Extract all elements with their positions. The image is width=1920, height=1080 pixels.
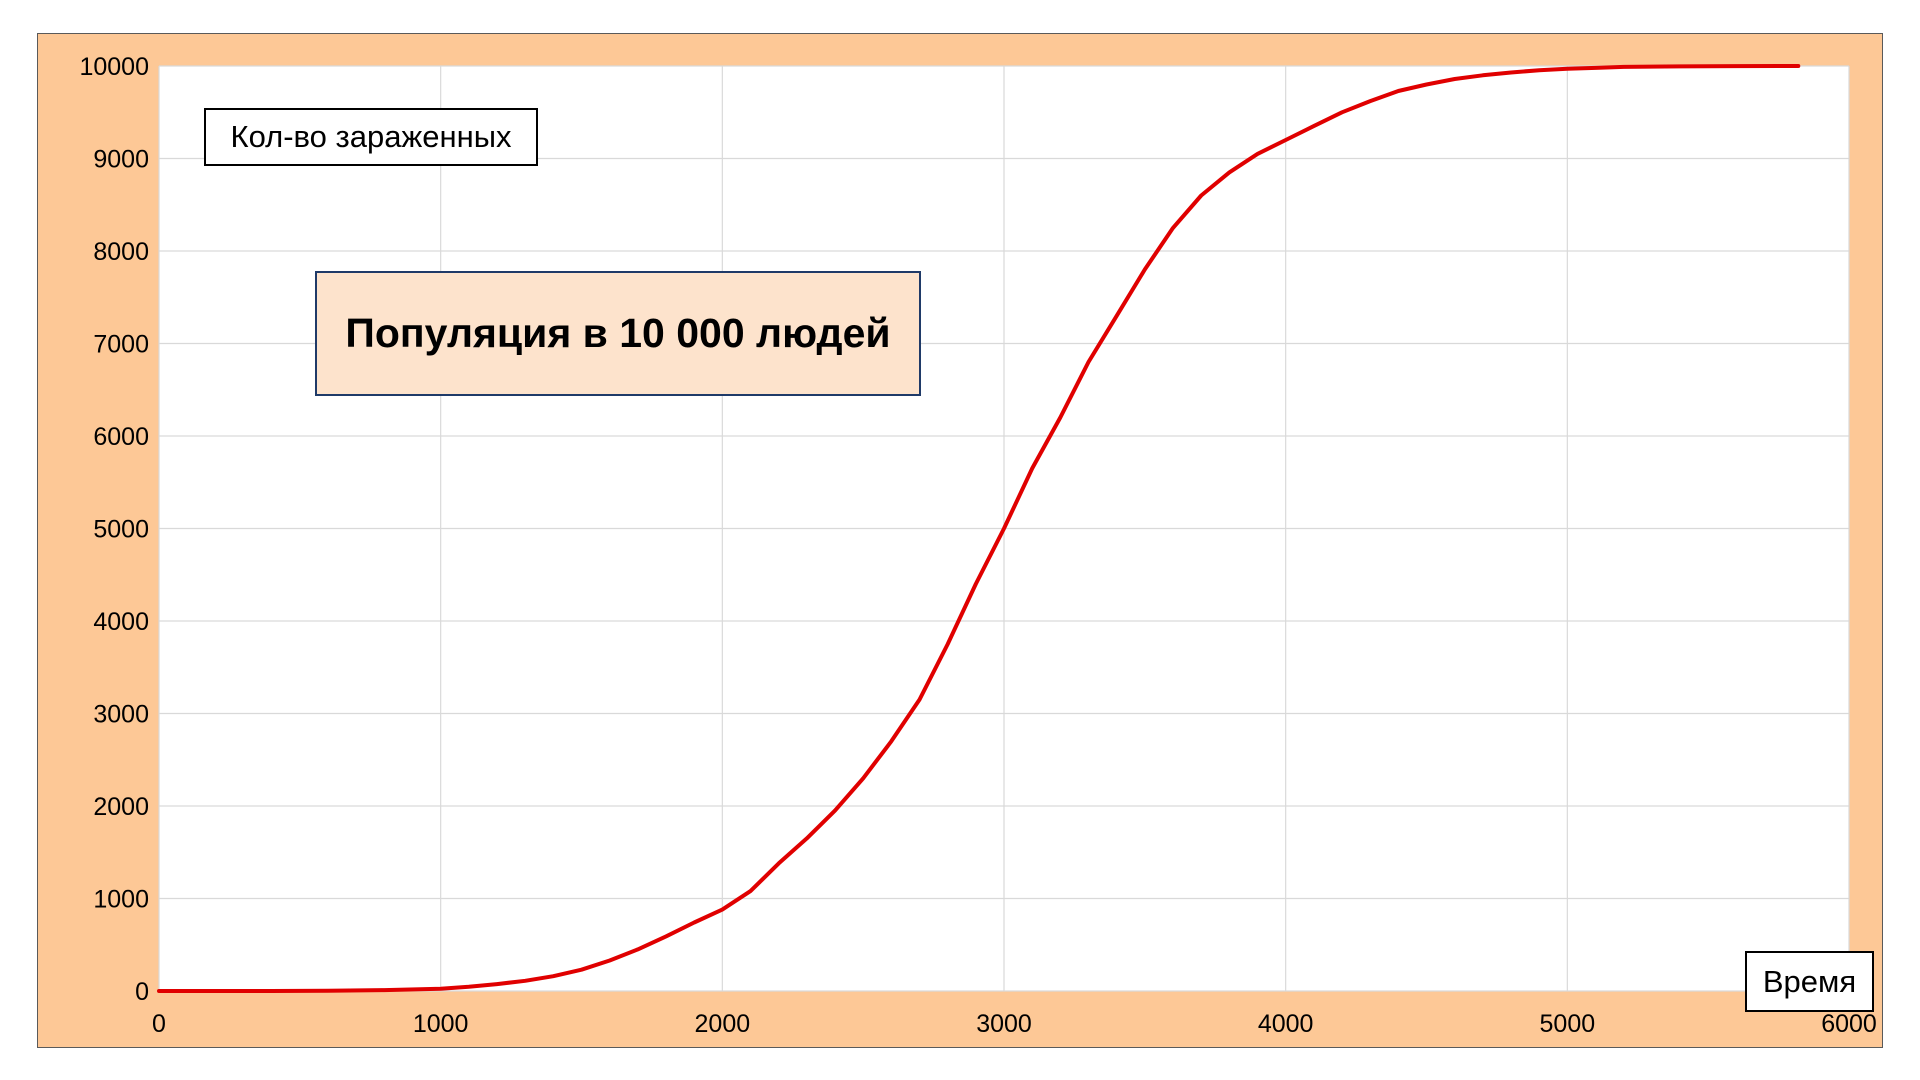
- y-tick-label: 2000: [93, 793, 149, 821]
- y-tick-label: 8000: [93, 238, 149, 266]
- x-tick-label: 2000: [695, 1010, 751, 1038]
- x-tick-label: 3000: [976, 1010, 1032, 1038]
- y-tick-label: 9000: [93, 146, 149, 174]
- y-tick-label: 7000: [93, 331, 149, 359]
- y-tick-label: 4000: [93, 608, 149, 636]
- x-tick-label: 6000: [1821, 1010, 1877, 1038]
- x-tick-label: 5000: [1540, 1010, 1596, 1038]
- x-axis-label: Время: [1745, 951, 1874, 1012]
- chart-title: Популяция в 10 000 людей: [315, 271, 921, 396]
- y-tick-label: 6000: [93, 423, 149, 451]
- chart-frame: 0 1000 2000 3000 4000 5000 6000 7000 8000 9000 100…: [37, 33, 1883, 1048]
- y-tick-label: 0: [135, 978, 149, 1006]
- infection-curve-line: [157, 64, 1801, 993]
- series-layer: [157, 64, 1801, 993]
- tick-labels: 0 1000 2000 3000 4000 5000 6000 7000 8000 9000 100…: [79, 53, 1876, 1038]
- chart-svg: 0 1000 2000 3000 4000 5000 6000 7000 8000 9000 100…: [79, 53, 1876, 1038]
- y-tick-label: 5000: [93, 516, 149, 544]
- x-tick-label: 1000: [413, 1010, 469, 1038]
- y-axis-label: Кол-во зараженных: [204, 108, 538, 166]
- y-tick-label: 10000: [79, 53, 149, 81]
- x-tick-label: 4000: [1258, 1010, 1314, 1038]
- y-tick-label: 3000: [93, 701, 149, 729]
- x-tick-label: 0: [152, 1010, 166, 1038]
- y-tick-label: 1000: [93, 886, 149, 914]
